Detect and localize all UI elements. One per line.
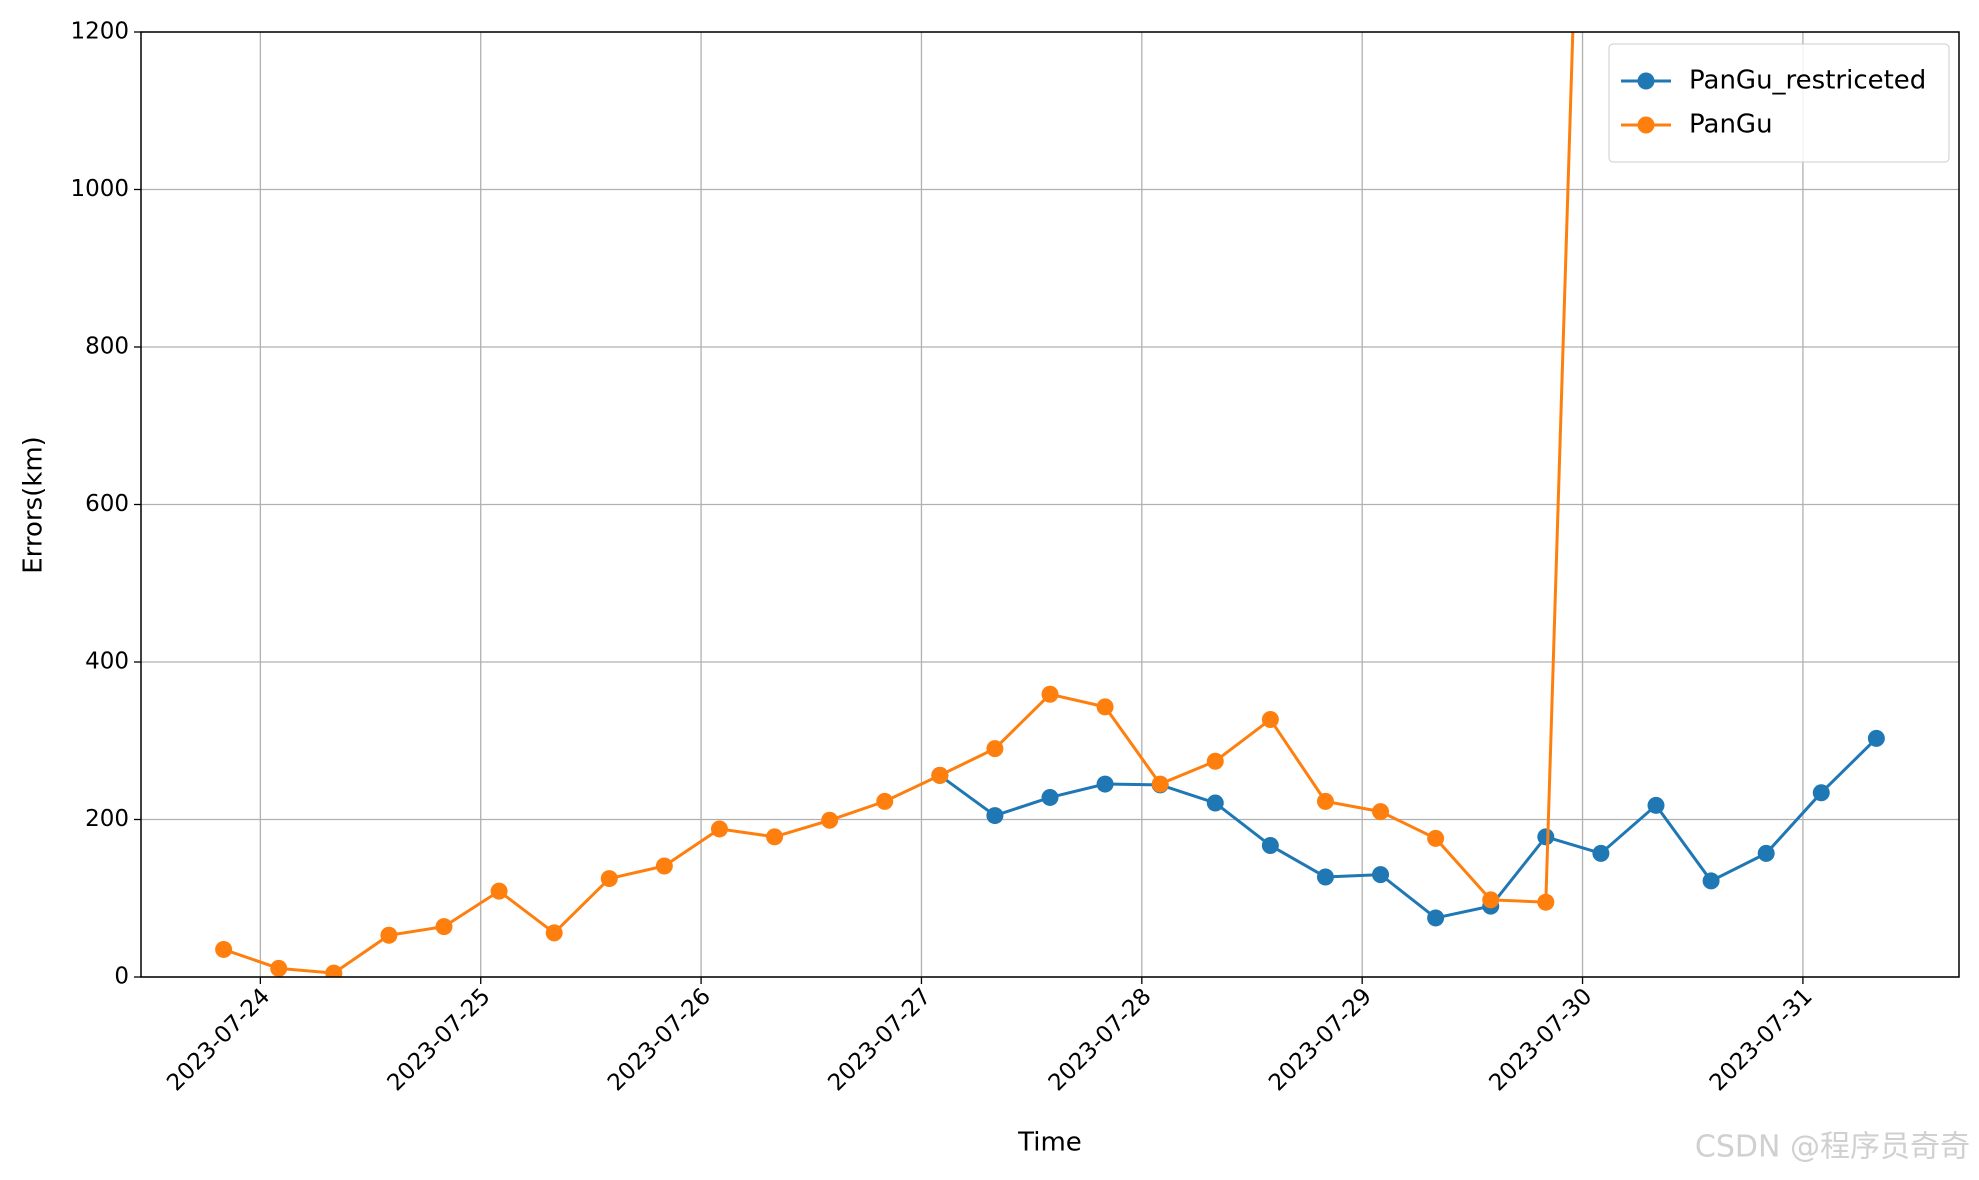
data-point	[1206, 794, 1224, 812]
x-axis-label: Time	[1017, 1128, 1082, 1158]
data-point	[545, 924, 563, 942]
series-line	[938, 737, 1878, 920]
y-tick-label: 1000	[70, 176, 129, 202]
x-tick-label: 2023-07-29	[1264, 983, 1377, 1096]
data-point	[1096, 698, 1114, 716]
x-tick-label: 2023-07-31	[1705, 983, 1818, 1096]
y-tick-label: 400	[85, 649, 129, 675]
data-point	[1316, 792, 1334, 810]
x-tick-label: 2023-07-24	[162, 983, 275, 1096]
data-point	[1041, 685, 1059, 703]
y-tick-label: 800	[85, 334, 129, 360]
data-point	[1261, 710, 1279, 728]
legend-label: PanGu_restriceted	[1689, 66, 1926, 96]
data-point	[435, 918, 453, 936]
data-point	[1206, 752, 1224, 770]
data-point	[876, 792, 894, 810]
data-point	[766, 828, 784, 846]
legend-label: PanGu	[1689, 110, 1773, 140]
data-point	[1041, 788, 1059, 806]
legend-marker	[1637, 72, 1655, 90]
y-tick-label: 200	[85, 806, 129, 832]
data-point	[986, 740, 1004, 758]
plot-area	[215, 32, 1885, 977]
data-point	[600, 870, 618, 888]
data-point	[1372, 803, 1390, 821]
data-point	[1316, 868, 1334, 886]
data-point	[1261, 836, 1279, 854]
plot-frame	[140, 31, 1960, 978]
data-point	[655, 857, 673, 875]
x-tick-label: 2023-07-28	[1044, 983, 1157, 1096]
data-point	[1427, 909, 1445, 927]
x-tick-label: 2023-07-26	[603, 983, 716, 1096]
data-point	[1812, 784, 1830, 802]
watermark: CSDN @程序员奇奇	[1695, 1130, 1970, 1165]
data-point	[1372, 866, 1390, 884]
x-tick-label: 2023-07-30	[1484, 983, 1597, 1096]
data-point	[931, 766, 949, 784]
y-tick-label: 1200	[70, 19, 129, 45]
x-tick-label: 2023-07-25	[383, 983, 496, 1096]
data-point	[1482, 891, 1500, 909]
data-point	[1592, 844, 1610, 862]
data-point	[1537, 893, 1555, 911]
data-point	[821, 811, 839, 829]
data-point	[215, 940, 233, 958]
legend-marker	[1637, 116, 1655, 134]
data-point	[1427, 829, 1445, 847]
series-line	[223, 32, 1575, 975]
x-tick-label: 2023-07-27	[823, 983, 936, 1096]
data-point	[490, 882, 508, 900]
data-point	[270, 959, 288, 977]
y-axis-label: Errors(km)	[19, 436, 49, 574]
data-point	[380, 926, 398, 944]
legend-box	[1608, 43, 1950, 163]
data-point	[1702, 872, 1720, 890]
data-point	[325, 964, 343, 977]
data-point	[710, 820, 728, 838]
data-point	[1151, 775, 1169, 793]
data-point	[1757, 844, 1775, 862]
y-tick-label: 600	[85, 491, 129, 517]
data-point	[1867, 729, 1885, 747]
data-point	[1096, 775, 1114, 793]
data-point	[986, 807, 1004, 825]
y-tick-label: 0	[114, 964, 129, 990]
data-point	[1537, 828, 1555, 846]
data-point	[1647, 796, 1665, 814]
